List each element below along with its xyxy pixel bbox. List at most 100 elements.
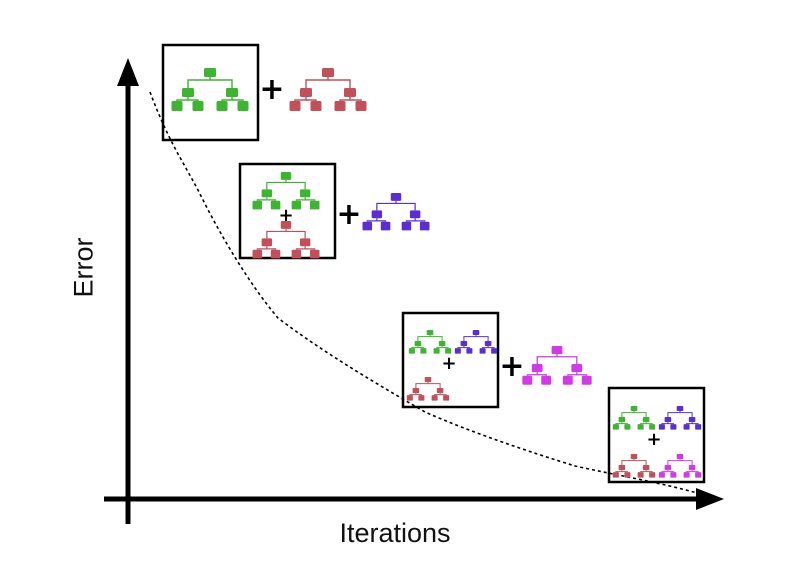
tree-leaf-node — [216, 101, 228, 111]
tree-root-node — [551, 346, 563, 355]
tree-internal-node — [371, 210, 383, 219]
stage-1-tree-1 — [171, 68, 249, 111]
tree-internal-node — [299, 238, 311, 247]
stage-3-inner-plus-sign: + — [441, 353, 456, 374]
stage-3-added-tree — [522, 346, 592, 385]
tree-internal-node — [412, 388, 420, 393]
tree-internal-node — [261, 189, 273, 198]
tree-internal-node — [688, 417, 696, 422]
stage-1-plus-sign: + — [259, 72, 284, 107]
tree-leaf-node — [334, 101, 346, 111]
tree-leaf-node — [443, 395, 450, 401]
tree-leaf-node — [649, 472, 656, 478]
tree-leaf-node — [192, 101, 204, 111]
tree-leaf-node — [309, 200, 320, 210]
tree-leaf-node — [270, 200, 281, 210]
tree-leaf-node — [670, 472, 677, 478]
tree-leaf-node — [612, 472, 619, 478]
tree-root-node — [204, 68, 216, 77]
stage-2-inner-plus-sign: + — [278, 205, 293, 226]
tree-leaf-node — [695, 472, 702, 478]
tree-internal-node — [664, 465, 672, 470]
tree-root-node — [676, 406, 684, 411]
tree-leaf-node — [612, 424, 619, 430]
tree-leaf-node — [637, 424, 644, 430]
tree-internal-node — [642, 465, 650, 470]
tree-leaf-node — [237, 101, 249, 111]
tree-internal-node — [460, 341, 468, 346]
tree-internal-node — [618, 417, 626, 422]
stage-3-tree-2 — [454, 330, 498, 354]
stage-2-tree-2 — [252, 221, 320, 259]
stage-2-box — [238, 162, 337, 260]
tree-leaf-node — [431, 395, 438, 401]
tree-root-node — [426, 330, 434, 335]
tree-leaf-node — [310, 101, 322, 111]
tree-leaf-node — [541, 375, 552, 385]
tree-leaf-node — [418, 395, 425, 401]
tree-internal-node — [642, 417, 650, 422]
stage-1-added-tree — [289, 68, 367, 111]
stage-4-tree-2 — [658, 406, 702, 430]
tree-internal-node — [618, 465, 626, 470]
tree-internal-node — [344, 88, 356, 97]
tree-internal-node — [299, 189, 311, 198]
tree-root-node — [630, 406, 638, 411]
x-axis — [104, 488, 724, 510]
stage-2-plus-sign: + — [336, 197, 361, 232]
tree-internal-node — [688, 465, 696, 470]
tree-leaf-node — [289, 101, 301, 111]
tree-internal-node — [664, 417, 672, 422]
tree-leaf-node — [355, 101, 367, 111]
tree-leaf-node — [445, 348, 452, 354]
tree-leaf-node — [695, 424, 702, 430]
stage-3-tree-1 — [408, 330, 452, 354]
tree-internal-node — [436, 388, 444, 393]
error-curve — [149, 91, 715, 499]
tree-internal-node — [226, 88, 238, 97]
tree-leaf-node — [522, 375, 533, 385]
tree-leaf-node — [683, 472, 690, 478]
tree-root-node — [424, 377, 432, 382]
tree-root-node — [676, 454, 684, 459]
tree-root-node — [390, 193, 402, 201]
tree-leaf-node — [362, 221, 373, 231]
stage-4-inner-plus-sign: + — [646, 429, 661, 450]
tree-internal-node — [571, 364, 583, 373]
tree-leaf-node — [309, 249, 320, 259]
tree-leaf-node — [406, 395, 413, 401]
stage-2-added-tree — [362, 193, 430, 231]
tree-leaf-node — [291, 249, 302, 259]
tree-internal-node — [300, 88, 312, 97]
y-axis-label: Error — [68, 237, 99, 298]
tree-leaf-node — [454, 348, 461, 354]
tree-leaf-node — [658, 472, 665, 478]
tree-root-node — [472, 330, 480, 335]
tree-leaf-node — [401, 221, 412, 231]
tree-root-node — [280, 221, 292, 229]
tree-leaf-node — [466, 348, 473, 354]
tree-root-node — [322, 68, 334, 77]
tree-leaf-node — [479, 348, 486, 354]
tree-leaf-node — [252, 200, 263, 210]
tree-leaf-node — [433, 348, 440, 354]
tree-leaf-node — [581, 375, 592, 385]
tree-leaf-node — [252, 249, 263, 259]
tree-internal-node — [414, 341, 422, 346]
tree-leaf-node — [171, 101, 183, 111]
stage-4-box — [607, 386, 706, 484]
tree-internal-node — [182, 88, 194, 97]
tree-root-node — [280, 172, 292, 180]
stage-4-tree-4 — [658, 454, 702, 478]
stage-2-tree-1 — [252, 172, 320, 210]
tree-internal-node — [484, 341, 492, 346]
tree-leaf-node — [683, 424, 690, 430]
tree-leaf-node — [658, 424, 665, 430]
stage-1-box — [161, 43, 260, 142]
tree-leaf-node — [649, 424, 656, 430]
tree-leaf-node — [491, 348, 498, 354]
tree-leaf-node — [291, 200, 302, 210]
tree-internal-node — [438, 341, 446, 346]
tree-leaf-node — [637, 472, 644, 478]
stage-3-plus-sign: + — [499, 349, 524, 384]
